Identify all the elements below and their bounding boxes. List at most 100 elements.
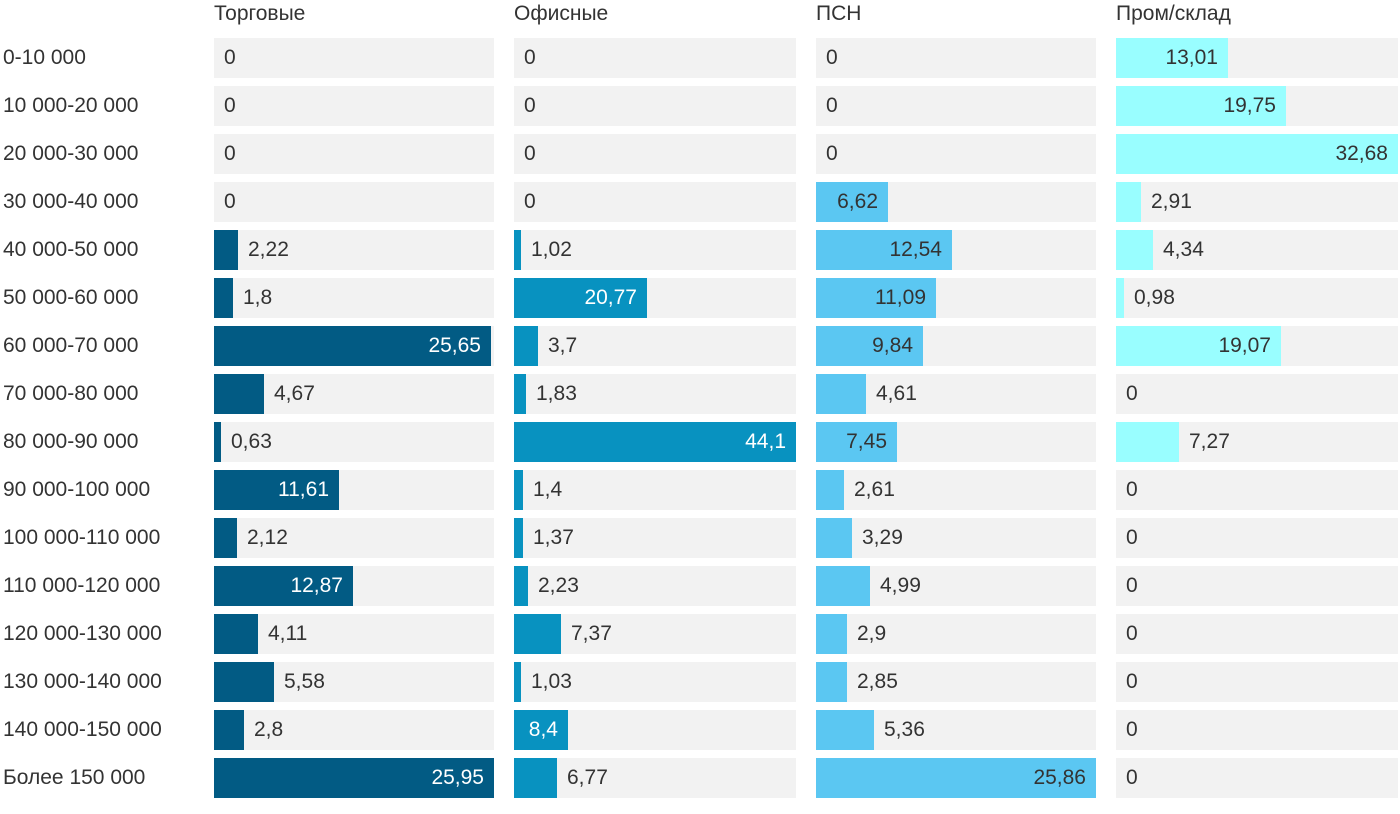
bar-track: 0 bbox=[816, 38, 1096, 78]
data-label: 4,99 bbox=[880, 574, 921, 597]
data-label: 0 bbox=[1126, 766, 1138, 789]
data-label: 0 bbox=[224, 94, 236, 117]
data-label: 7,27 bbox=[1189, 430, 1230, 453]
data-label: 0 bbox=[1126, 622, 1138, 645]
bar-track: 4,67 bbox=[214, 374, 494, 414]
data-label: 0 bbox=[1126, 478, 1138, 501]
data-label: 12,54 bbox=[889, 238, 942, 261]
category-label: 20 000-30 000 bbox=[3, 142, 139, 165]
data-label: 32,68 bbox=[1335, 142, 1388, 165]
bar bbox=[514, 374, 526, 414]
data-label: 0 bbox=[524, 94, 536, 117]
bar-track: 1,4 bbox=[514, 470, 796, 510]
bar bbox=[816, 470, 844, 510]
category-label: 60 000-70 000 bbox=[3, 334, 139, 357]
bar bbox=[816, 230, 952, 270]
bar-track: 19,75 bbox=[1116, 86, 1398, 126]
bar bbox=[214, 566, 353, 606]
category-label: 70 000-80 000 bbox=[3, 382, 139, 405]
data-label: 44,1 bbox=[745, 430, 786, 453]
bar bbox=[1116, 278, 1124, 318]
bar-track: 0 bbox=[214, 38, 494, 78]
data-label: 0 bbox=[826, 142, 838, 165]
data-label: 6,77 bbox=[567, 766, 608, 789]
bar-track: 2,91 bbox=[1116, 182, 1398, 222]
bar bbox=[514, 422, 796, 462]
bar-track: 7,45 bbox=[816, 422, 1096, 462]
data-label: 2,9 bbox=[857, 622, 887, 645]
bar-track: 11,61 bbox=[214, 470, 494, 510]
bar bbox=[816, 566, 870, 606]
data-label: 3,29 bbox=[862, 526, 903, 549]
bar-track: 4,11 bbox=[214, 614, 494, 654]
category-label: 130 000-140 000 bbox=[3, 670, 162, 693]
bar bbox=[816, 518, 852, 558]
data-label: 9,84 bbox=[872, 334, 913, 357]
data-label: 1,37 bbox=[533, 526, 574, 549]
bar bbox=[214, 278, 233, 318]
data-label: 2,23 bbox=[538, 574, 579, 597]
data-label: 12,87 bbox=[290, 574, 343, 597]
bar bbox=[816, 278, 936, 318]
data-label: 0 bbox=[1126, 670, 1138, 693]
bar-track: 25,86 bbox=[816, 758, 1096, 798]
category-label: 120 000-130 000 bbox=[3, 622, 162, 645]
data-label: 0 bbox=[224, 142, 236, 165]
bar-track: 3,7 bbox=[514, 326, 796, 366]
bar bbox=[1116, 230, 1153, 270]
bar-track: 0 bbox=[214, 182, 494, 222]
bar-track: 12,87 bbox=[214, 566, 494, 606]
data-label: 3,7 bbox=[548, 334, 578, 357]
bar-track: 2,61 bbox=[816, 470, 1096, 510]
bar-track: 11,09 bbox=[816, 278, 1096, 318]
bar-track: 1,02 bbox=[514, 230, 796, 270]
data-label: 2,61 bbox=[854, 478, 895, 501]
panel-title: Пром/склад bbox=[1116, 2, 1231, 25]
bar-track: 12,54 bbox=[816, 230, 1096, 270]
bar-track: 7,27 bbox=[1116, 422, 1398, 462]
bar-track: 3,29 bbox=[816, 518, 1096, 558]
data-label: 0 bbox=[1126, 382, 1138, 405]
bar-track: 4,99 bbox=[816, 566, 1096, 606]
bar-track: 2,22 bbox=[214, 230, 494, 270]
data-label: 4,34 bbox=[1163, 238, 1204, 261]
category-label: 50 000-60 000 bbox=[3, 286, 139, 309]
data-label: 5,36 bbox=[884, 718, 925, 741]
category-label: 80 000-90 000 bbox=[3, 430, 139, 453]
category-label: 30 000-40 000 bbox=[3, 190, 139, 213]
bar bbox=[214, 710, 244, 750]
data-label: 2,12 bbox=[247, 526, 288, 549]
bar bbox=[214, 422, 221, 462]
bar bbox=[816, 662, 847, 702]
data-label: 13,01 bbox=[1165, 46, 1218, 69]
bar-track: 1,03 bbox=[514, 662, 796, 702]
bar-track: 5,36 bbox=[816, 710, 1096, 750]
category-label: 100 000-110 000 bbox=[3, 526, 161, 549]
bar-track: 0 bbox=[1116, 614, 1398, 654]
bar-track: 8,4 bbox=[514, 710, 796, 750]
bar bbox=[214, 758, 494, 798]
category-label: 10 000-20 000 bbox=[3, 94, 139, 117]
data-label: 25,86 bbox=[1033, 766, 1086, 789]
category-label: 90 000-100 000 bbox=[3, 478, 151, 501]
data-label: 8,4 bbox=[528, 718, 558, 741]
bar-track: 0,98 bbox=[1116, 278, 1398, 318]
bar-track: 0 bbox=[1116, 758, 1398, 798]
bar-track: 44,1 bbox=[514, 422, 796, 462]
bar-track: 2,85 bbox=[816, 662, 1096, 702]
data-label: 2,91 bbox=[1151, 190, 1192, 213]
bar-track: 6,62 bbox=[816, 182, 1096, 222]
data-label: 1,8 bbox=[243, 286, 273, 309]
bar-track: 0 bbox=[214, 134, 494, 174]
bar-track: 19,07 bbox=[1116, 326, 1398, 366]
data-label: 0 bbox=[1126, 526, 1138, 549]
bar bbox=[514, 230, 521, 270]
data-label: 7,37 bbox=[571, 622, 612, 645]
data-label: 2,22 bbox=[248, 238, 289, 261]
data-label: 1,4 bbox=[533, 478, 563, 501]
data-label: 25,95 bbox=[431, 766, 484, 789]
bar bbox=[214, 230, 238, 270]
bar-track: 0 bbox=[514, 134, 796, 174]
data-label: 11,09 bbox=[875, 286, 926, 309]
bar-track: 0 bbox=[1116, 710, 1398, 750]
